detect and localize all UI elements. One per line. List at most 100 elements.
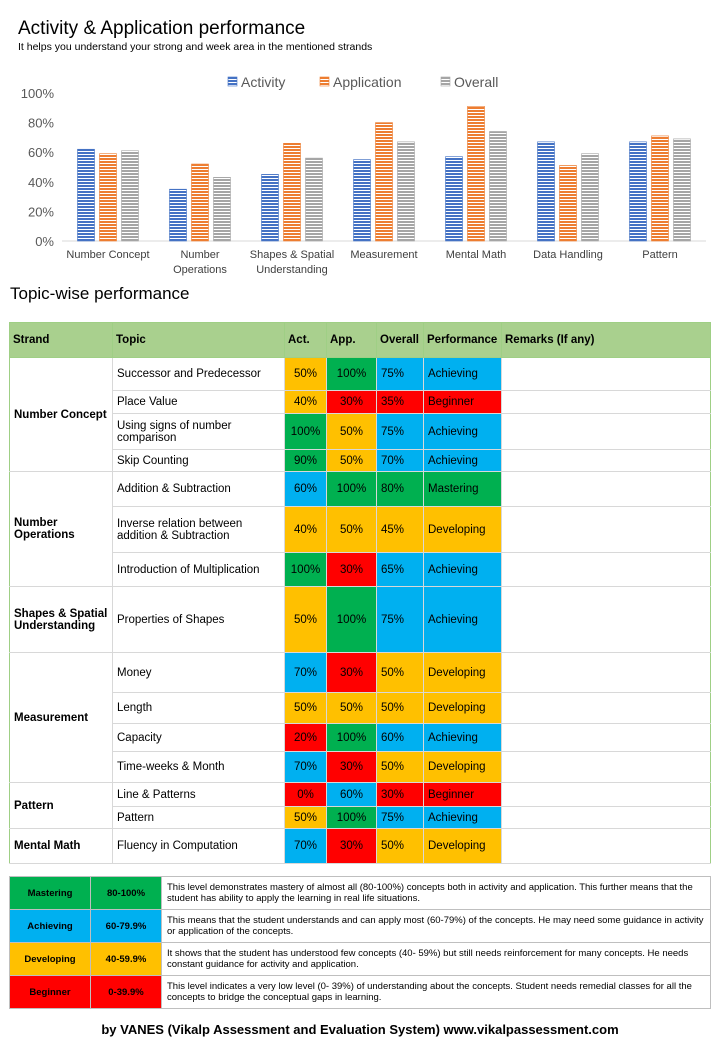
remarks-cell [501,357,711,391]
performance-cell: Developing [423,751,502,783]
topic-cell: Introduction of Multiplication [112,552,285,587]
bar-activity [629,141,647,242]
table-row: Mental Math Fluency in Computation 70% 30% 5… [9,828,711,864]
bar-overall [673,138,691,242]
performance-cell: Mastering [423,471,502,507]
performance-cell: Achieving [423,413,502,450]
remarks-cell [501,806,711,829]
bar-activity [537,141,555,242]
table-row: Pattern 50% 100% 75% Achieving [10,806,711,829]
app-cell: 50% [326,506,377,553]
header-overall: Overall [376,322,424,358]
topic-cell: Fluency in Computation [112,828,285,864]
table-row: Capacity 20% 100% 60% Achieving [10,723,711,752]
bar-activity [77,148,95,242]
overall-cell: 75% [376,806,424,829]
performance-cell: Beginner [423,782,502,807]
chart-title: Activity & Application performance [18,18,306,39]
performance-cell: Achieving [423,586,502,653]
bar-activity [261,174,279,242]
legend-level: Developing [9,942,91,976]
bar-application [467,106,485,242]
app-cell: 30% [326,390,377,414]
legend-swatch-activity [227,76,238,87]
table-header-row: Strand Topic Act. App. Overall Performan… [9,322,711,358]
legend-label-activity: Activity [241,74,285,90]
performance-cell: Achieving [423,552,502,587]
y-tick-label: 100% [21,86,55,101]
bar-overall [581,153,599,242]
overall-cell: 30% [376,782,424,807]
header-performance: Performance [423,322,502,358]
legend-row: Beginner 0-39.9% This level indicates a ve… [9,975,711,1009]
app-cell: 30% [326,652,377,693]
legend-level: Achieving [9,909,91,943]
performance-level-legend: Mastering 80-100% This level demonstrates … [9,876,711,1009]
remarks-cell [501,552,711,587]
act-cell: 50% [284,586,327,653]
topic-table-body: Number Concept Successor and Predecessor 5… [9,357,711,864]
app-cell: 30% [326,828,377,864]
legend-row: Mastering 80-100% This level demonstrates … [9,876,711,910]
overall-cell: 75% [376,413,424,450]
topic-cell: Skip Counting [112,449,285,472]
topic-cell: Place Value [112,390,285,414]
table-row: Using signs of number comparison 100% 50% 7… [10,413,711,450]
remarks-cell [501,471,711,507]
performance-cell: Achieving [423,806,502,829]
remarks-cell [501,449,711,472]
topic-cell: Capacity [112,723,285,752]
legend-label-application: Application [333,74,402,90]
act-cell: 60% [284,471,327,507]
topic-cell: Line & Patterns [112,782,285,807]
y-tick-label: 60% [28,145,54,160]
act-cell: 40% [284,390,327,414]
x-tick-label: Measurement [350,249,417,261]
remarks-cell [501,692,711,724]
header-strand: Strand [9,322,113,358]
legend-description: This level indicates a very low level (0… [161,975,711,1009]
table-row: Introduction of Multiplication 100% 30% 65%… [10,552,711,587]
topic-cell: Money [112,652,285,693]
performance-cell: Developing [423,692,502,724]
app-cell: 50% [326,449,377,472]
legend-swatch-overall [440,76,451,87]
legend-label-overall: Overall [454,74,498,90]
act-cell: 40% [284,506,327,553]
overall-cell: 65% [376,552,424,587]
act-cell: 100% [284,413,327,450]
table-row: Number Operations Addition & Subtraction 6… [9,471,711,587]
remarks-cell [501,506,711,553]
legend-range: 60-79.9% [90,909,162,943]
legend-description: It shows that the student has understood… [161,942,711,976]
bar-application [559,165,577,242]
y-tick-label: 0% [35,234,54,249]
overall-cell: 60% [376,723,424,752]
topic-cell: Addition & Subtraction [112,471,285,507]
overall-cell: 50% [376,692,424,724]
strand-cell: Number Operations [9,471,113,587]
legend-level: Beginner [9,975,91,1009]
bar-activity [169,188,187,242]
act-cell: 70% [284,828,327,864]
bar-overall [397,141,415,242]
app-cell: 100% [326,723,377,752]
table-row: Pattern Line & Patterns 0% 60% 30% Beginner [9,782,711,829]
app-cell: 60% [326,782,377,807]
app-cell: 100% [326,806,377,829]
bar-overall [213,177,231,242]
table-row: Inverse relation between addition & Subt… [10,506,711,553]
app-cell: 30% [326,751,377,783]
overall-cell: 75% [376,586,424,653]
act-cell: 50% [284,692,327,724]
x-tick-label: Shapes & Spatial [250,249,334,261]
strand-cell: Shapes & Spatial Understanding [9,586,113,653]
performance-cell: Achieving [423,723,502,752]
legend-range: 0-39.9% [90,975,162,1009]
strand-cell: Pattern [9,782,113,829]
topic-cell: Time-weeks & Month [112,751,285,783]
strand-cell: Number Concept [9,357,113,472]
performance-cell: Developing [423,506,502,553]
performance-cell: Achieving [423,449,502,472]
bar-application [99,153,117,242]
